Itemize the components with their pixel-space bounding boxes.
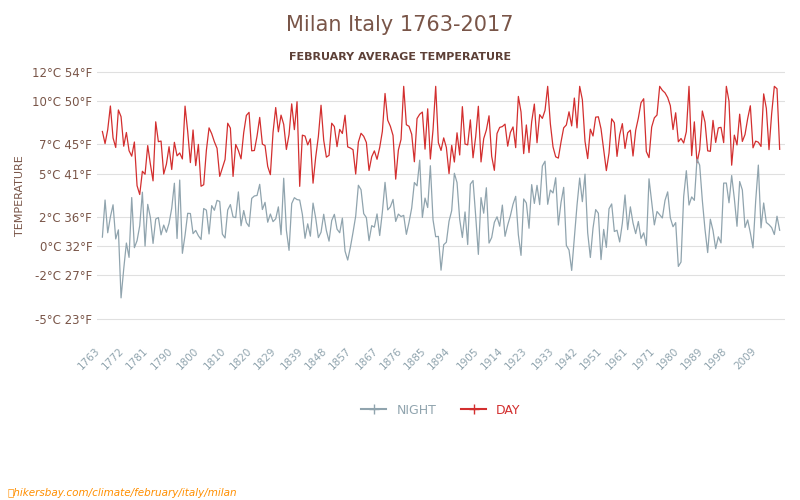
Text: FEBRUARY AVERAGE TEMPERATURE: FEBRUARY AVERAGE TEMPERATURE	[289, 52, 511, 62]
Y-axis label: TEMPERATURE: TEMPERATURE	[15, 155, 25, 236]
Text: Milan Italy 1763-2017: Milan Italy 1763-2017	[286, 15, 514, 35]
Text: 📍hikersbay.com/climate/february/italy/milan: 📍hikersbay.com/climate/february/italy/mi…	[8, 488, 238, 498]
Legend: NIGHT, DAY: NIGHT, DAY	[356, 398, 526, 421]
